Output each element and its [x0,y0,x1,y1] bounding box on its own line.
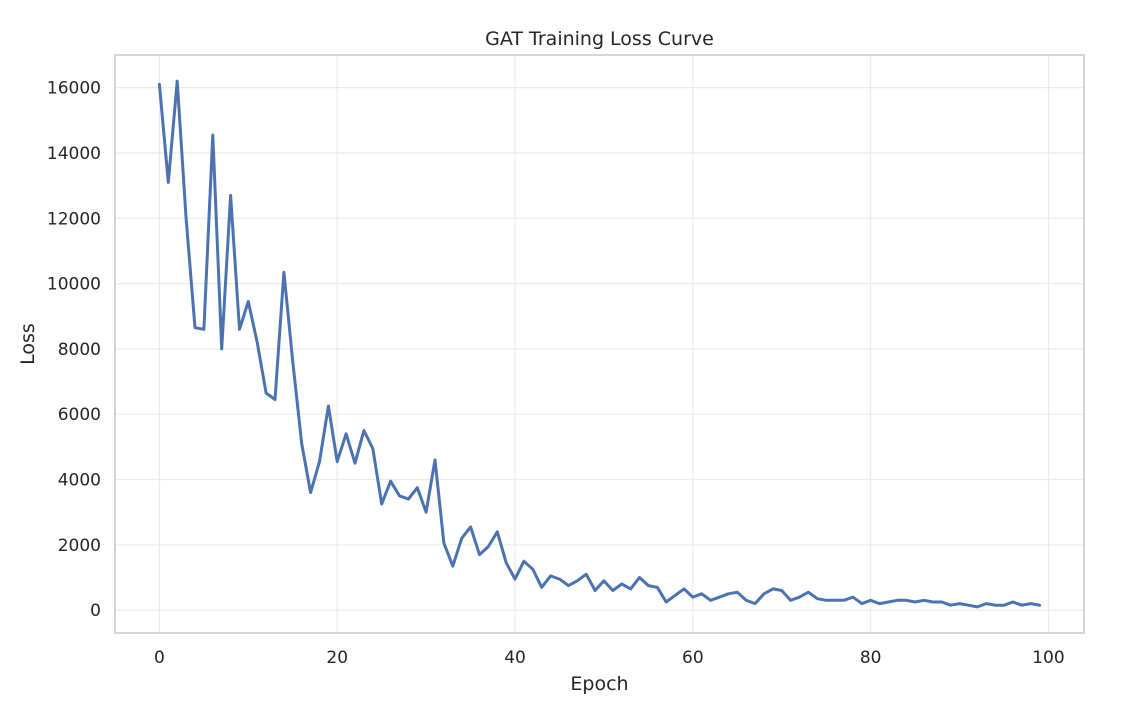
tick-labels: 0 20 40 60 80 100 0 2000 4000 6000 8000 10000 12000 1… [47,79,1065,668]
y-tick-label: 8000 [58,340,101,360]
y-tick-label: 0 [90,601,101,621]
x-tick-label: 0 [154,648,165,668]
y-axis-label: Loss [17,323,39,365]
y-tick-label: 6000 [58,405,101,425]
y-tick-label: 2000 [58,536,101,556]
y-tick-label: 4000 [58,471,101,491]
chart-title: GAT Training Loss Curve [485,28,714,50]
x-tick-label: 60 [682,648,704,668]
x-tick-label: 100 [1032,648,1064,668]
series-layer [157,79,1042,609]
plot-frame [114,54,1085,634]
x-tick-label: 20 [326,648,348,668]
loss-series-line [157,79,1042,609]
y-tick-label: 16000 [47,79,101,99]
y-tick-label: 14000 [47,144,101,164]
x-tick-label: 80 [860,648,882,668]
y-tick-label: 10000 [47,275,101,295]
x-axis-label: Epoch [570,673,628,695]
grid-lines [115,55,1084,633]
y-tick-label: 12000 [47,209,101,229]
x-tick-label: 40 [504,648,526,668]
